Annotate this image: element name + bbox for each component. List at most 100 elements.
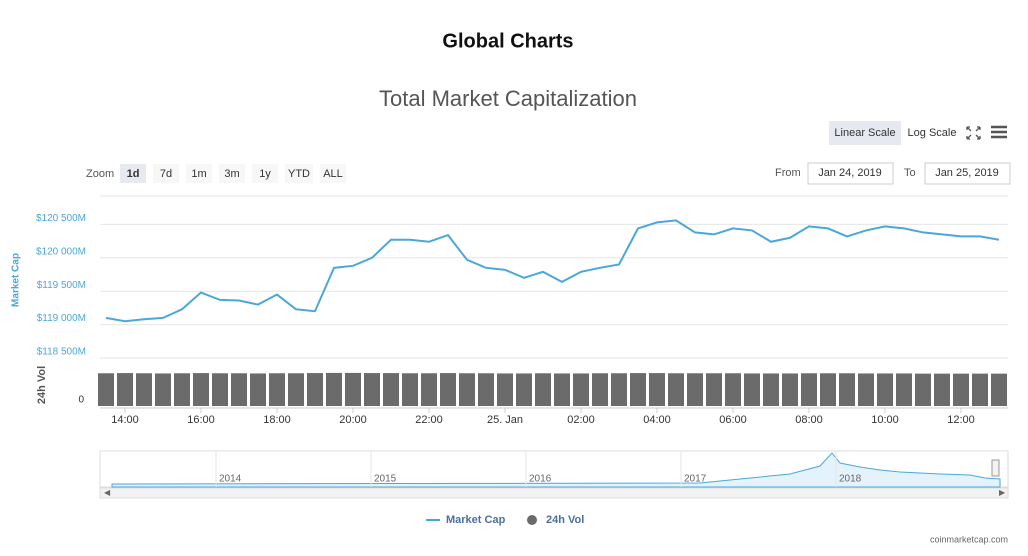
volume-bar	[402, 373, 418, 406]
zoom-button[interactable]	[120, 164, 146, 183]
x-tick-label: 22:00	[415, 414, 443, 426]
volume-bar	[174, 373, 190, 406]
volume-bar	[782, 373, 798, 406]
navigator-label: 2015	[374, 474, 397, 485]
zoom-button[interactable]	[219, 164, 245, 183]
volume-bar	[535, 373, 551, 406]
volume-bar	[440, 373, 456, 406]
volume-bar	[877, 373, 893, 406]
volume-bar	[744, 373, 760, 406]
zoom-button-label[interactable]: 1y	[259, 168, 271, 180]
volume-bar	[193, 373, 209, 406]
volume-bar	[326, 372, 342, 406]
volume-bar	[915, 373, 931, 406]
volume-bar	[763, 373, 779, 406]
y2-axis-title: 24h Vol	[36, 366, 48, 404]
volume-bar	[364, 373, 380, 406]
y-tick-label: $119 500M	[37, 280, 86, 291]
volume-bar	[858, 373, 874, 406]
linear-label[interactable]: Linear Scale	[834, 127, 895, 139]
x-tick-label: 02:00	[567, 414, 595, 426]
zoom-button[interactable]	[153, 164, 179, 183]
zoom-button-label[interactable]: 3m	[224, 168, 239, 180]
from-label: From	[775, 167, 801, 179]
navigator-label: 2016	[529, 474, 552, 485]
from-value[interactable]: Jan 24, 2019	[818, 167, 882, 179]
volume-bar	[307, 373, 323, 406]
zoom-button[interactable]	[320, 164, 346, 183]
volume-bar	[839, 373, 855, 406]
volume-bar	[991, 373, 1007, 406]
navigator-series	[111, 452, 1001, 488]
y-tick-label: $120 000M	[36, 246, 86, 257]
scroll-right[interactable]: ▶	[999, 488, 1006, 497]
volume-bar	[117, 373, 133, 406]
x-tick-label: 20:00	[339, 414, 367, 426]
volume-bar	[250, 373, 266, 406]
volume-bar	[706, 373, 722, 406]
scroll-left[interactable]: ◀	[104, 488, 111, 497]
zoom-button-label[interactable]: 1d	[127, 168, 140, 180]
volume-bar	[801, 373, 817, 406]
page-title: Global Charts	[442, 30, 573, 52]
zoom-button-label[interactable]: ALL	[323, 168, 343, 180]
log-label[interactable]: Log Scale	[908, 127, 957, 139]
credit: coinmarketcap.com	[930, 534, 1008, 544]
volume-bar	[953, 373, 969, 406]
fullscreen-icon[interactable]	[966, 126, 981, 140]
volume-bar	[231, 373, 247, 406]
volume-bar	[649, 373, 665, 406]
volume-bar	[136, 373, 152, 406]
y-tick-label: $119 000M	[37, 313, 86, 324]
y-axis-title: Market Cap	[11, 253, 22, 307]
x-tick-label: 04:00	[643, 414, 671, 426]
to-value[interactable]: Jan 25, 2019	[935, 167, 999, 179]
menu-icon[interactable]	[991, 125, 1007, 139]
volume-bar	[478, 373, 494, 406]
line-series	[105, 219, 1000, 323]
zoom-label: Zoom	[86, 168, 114, 180]
volume-bar	[972, 373, 988, 406]
volume-bar	[592, 373, 608, 406]
volume-bar	[516, 373, 532, 406]
zoom-button-label[interactable]: 7d	[160, 168, 172, 180]
navigator-label: 2014	[219, 474, 242, 485]
zoom-button[interactable]	[186, 164, 212, 183]
volume-bar	[896, 373, 912, 406]
scrollbar[interactable]	[99, 487, 1009, 499]
volume-bar	[288, 373, 304, 406]
navigator-label: 2018	[839, 474, 862, 485]
volume-bar	[573, 373, 589, 406]
x-tick-label: 08:00	[795, 414, 823, 426]
legend-label[interactable]: Market Cap	[446, 514, 506, 526]
x-tick-label: 14:00	[111, 414, 139, 426]
volume-bar	[155, 373, 171, 406]
volume-bar	[554, 373, 570, 406]
volume-bar	[687, 373, 703, 406]
linear-button[interactable]	[829, 121, 901, 145]
volume-bar	[934, 373, 950, 406]
volume-bar	[611, 373, 627, 406]
legend-symbol[interactable]	[527, 515, 537, 525]
zoom-button-label[interactable]: YTD	[288, 168, 310, 180]
navigator-handle[interactable]	[991, 459, 1000, 477]
x-tick-label: 10:00	[871, 414, 899, 426]
volume-bar	[269, 373, 285, 406]
y-tick-label: $118 500M	[37, 347, 86, 358]
zoom-button[interactable]	[285, 164, 313, 183]
y2-tick-label: 0	[78, 395, 84, 406]
from-input[interactable]	[807, 162, 894, 185]
zoom-button-label[interactable]: 1m	[191, 168, 206, 180]
volume-bar	[421, 373, 437, 406]
volume-bar	[497, 373, 513, 406]
volume-bar	[212, 373, 228, 406]
legend-label[interactable]: 24h Vol	[546, 514, 584, 526]
zoom-button[interactable]	[252, 164, 278, 183]
x-tick-label: 06:00	[719, 414, 747, 426]
volume-bar	[383, 373, 399, 406]
chart-title: Total Market Capitalization	[379, 86, 637, 111]
x-tick-label: 25. Jan	[487, 414, 523, 426]
volume-bar	[345, 372, 361, 406]
to-input[interactable]	[924, 162, 1011, 185]
